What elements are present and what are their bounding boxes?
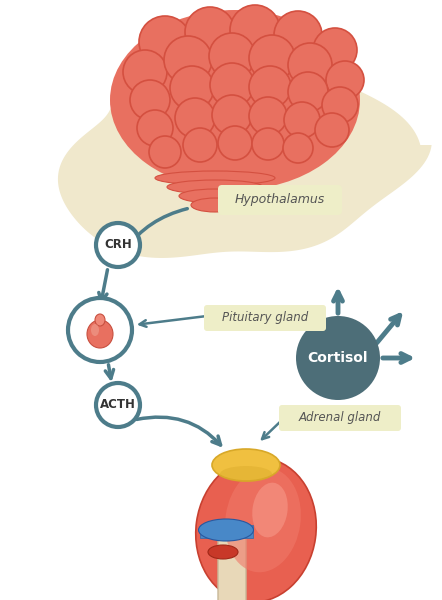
FancyBboxPatch shape (218, 185, 342, 215)
Circle shape (139, 16, 191, 68)
Circle shape (218, 126, 252, 160)
Ellipse shape (95, 314, 105, 326)
Polygon shape (200, 525, 253, 538)
Circle shape (322, 87, 358, 123)
Circle shape (284, 102, 320, 138)
Ellipse shape (225, 468, 301, 572)
Text: Cortisol: Cortisol (308, 351, 368, 365)
Ellipse shape (252, 482, 288, 538)
Circle shape (209, 33, 255, 79)
Circle shape (164, 36, 212, 84)
Circle shape (315, 113, 349, 147)
Ellipse shape (110, 10, 360, 190)
Circle shape (288, 72, 328, 112)
Ellipse shape (212, 449, 280, 481)
Circle shape (210, 63, 254, 107)
Circle shape (185, 7, 235, 57)
Circle shape (130, 80, 170, 120)
Ellipse shape (91, 324, 99, 336)
FancyBboxPatch shape (218, 535, 246, 600)
Ellipse shape (198, 519, 254, 541)
Ellipse shape (155, 171, 275, 185)
FancyBboxPatch shape (279, 405, 401, 431)
Circle shape (96, 223, 140, 267)
Circle shape (183, 128, 217, 162)
Circle shape (249, 35, 295, 81)
Ellipse shape (196, 458, 316, 600)
Circle shape (96, 383, 140, 427)
Circle shape (137, 110, 173, 146)
Circle shape (274, 11, 322, 59)
Circle shape (326, 61, 364, 99)
Circle shape (68, 298, 132, 362)
Ellipse shape (87, 320, 113, 348)
Circle shape (249, 66, 291, 108)
FancyBboxPatch shape (204, 305, 326, 331)
Circle shape (296, 316, 380, 400)
Text: Pituitary gland: Pituitary gland (222, 311, 308, 325)
Ellipse shape (179, 189, 251, 203)
Circle shape (212, 95, 252, 135)
Circle shape (313, 28, 357, 72)
Circle shape (123, 50, 167, 94)
Text: CRH: CRH (104, 238, 132, 251)
Circle shape (170, 66, 214, 110)
Circle shape (288, 43, 332, 87)
Circle shape (283, 133, 313, 163)
Polygon shape (58, 62, 431, 258)
Ellipse shape (191, 198, 239, 212)
Ellipse shape (167, 180, 263, 194)
Circle shape (175, 98, 215, 138)
Ellipse shape (208, 545, 238, 559)
Circle shape (230, 5, 280, 55)
Ellipse shape (220, 466, 272, 482)
Circle shape (249, 97, 287, 135)
Text: ACTH: ACTH (100, 398, 136, 412)
Text: Adrenal gland: Adrenal gland (299, 412, 381, 425)
Circle shape (149, 136, 181, 168)
Circle shape (252, 128, 284, 160)
Text: Hypothalamus: Hypothalamus (235, 193, 325, 206)
